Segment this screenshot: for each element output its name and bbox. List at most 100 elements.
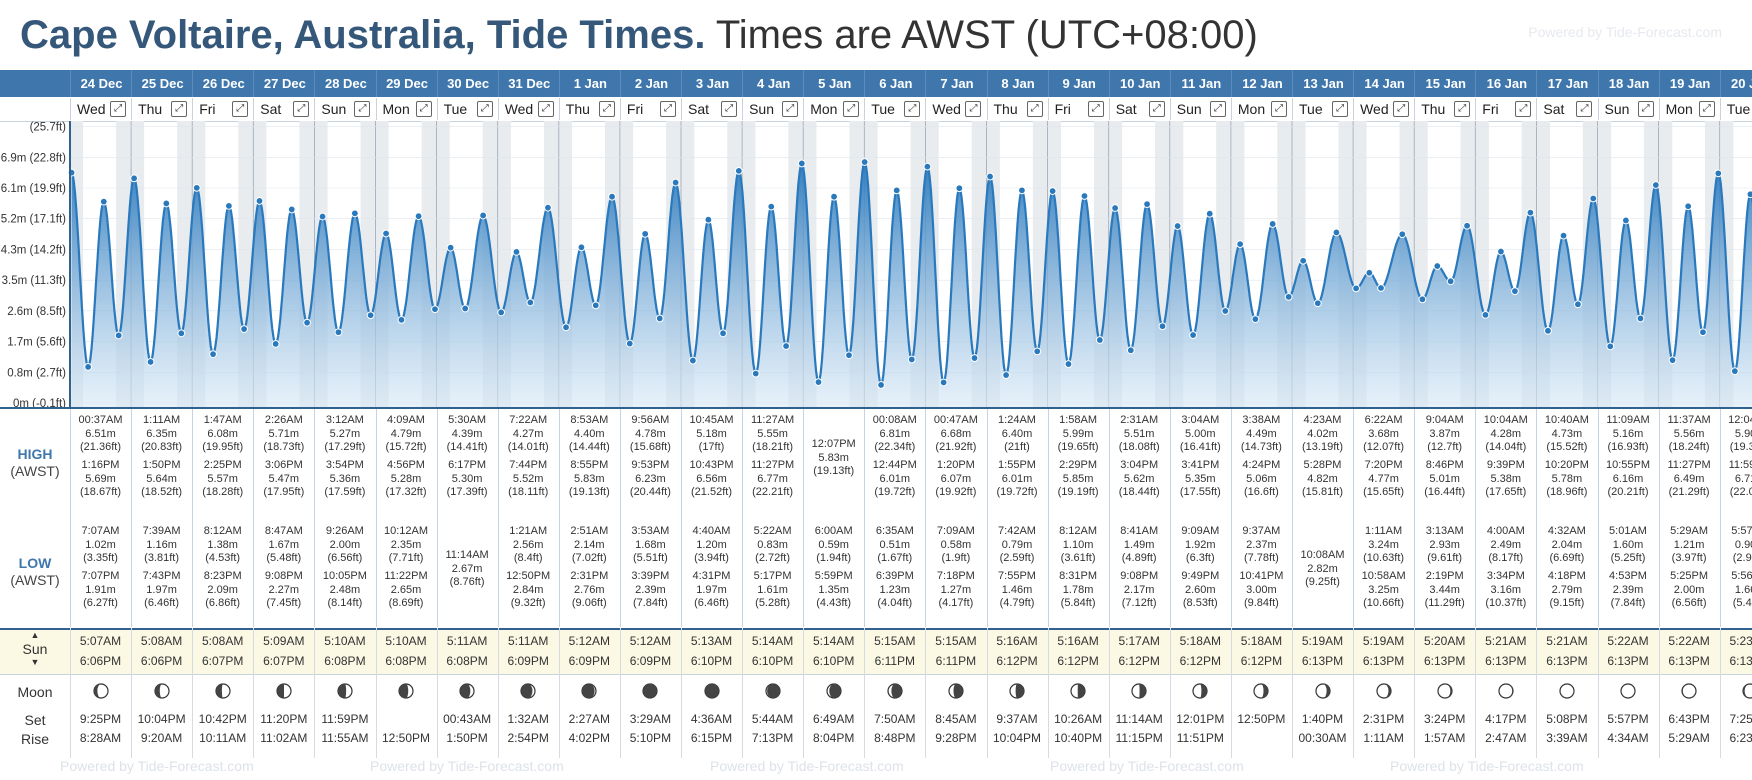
low-tide-point[interactable] bbox=[1158, 322, 1167, 331]
low-tide-point[interactable] bbox=[303, 318, 312, 327]
high-tide-point[interactable] bbox=[1714, 169, 1723, 178]
high-tide-point[interactable] bbox=[1463, 221, 1471, 230]
high-tide-point[interactable] bbox=[767, 202, 776, 211]
low-tide-point[interactable] bbox=[970, 354, 979, 362]
high-tide-point[interactable] bbox=[225, 202, 233, 210]
high-tide-point[interactable] bbox=[1497, 247, 1505, 256]
expand-icon[interactable]: ⤢ bbox=[1454, 101, 1471, 117]
high-tide-point[interactable] bbox=[512, 248, 521, 256]
low-tide-point[interactable] bbox=[1189, 331, 1197, 339]
expand-icon[interactable]: ⤢ bbox=[1332, 101, 1349, 117]
low-tide-point[interactable] bbox=[845, 351, 853, 360]
high-tide-point[interactable] bbox=[414, 212, 423, 221]
low-tide-point[interactable] bbox=[1064, 360, 1073, 368]
expand-icon[interactable]: ⤢ bbox=[110, 101, 127, 117]
low-tide-point[interactable] bbox=[271, 340, 280, 348]
low-tide-point[interactable] bbox=[1446, 277, 1455, 286]
expand-icon[interactable]: ⤢ bbox=[171, 101, 188, 117]
expand-icon[interactable]: ⤢ bbox=[293, 101, 310, 117]
high-tide-point[interactable] bbox=[734, 166, 743, 175]
low-tide-point[interactable] bbox=[209, 350, 217, 359]
low-tide-point[interactable] bbox=[431, 305, 439, 314]
high-tide-point[interactable] bbox=[608, 192, 616, 201]
low-tide-point[interactable] bbox=[240, 325, 248, 333]
low-tide-point[interactable] bbox=[1573, 300, 1582, 309]
high-tide-point[interactable] bbox=[1433, 262, 1442, 270]
high-tide-point[interactable] bbox=[192, 183, 201, 192]
expand-icon[interactable]: ⤢ bbox=[1026, 101, 1043, 117]
high-tide-point[interactable] bbox=[162, 199, 171, 208]
high-tide-point[interactable] bbox=[1018, 186, 1026, 195]
expand-icon[interactable]: ⤢ bbox=[1148, 101, 1165, 117]
low-tide-point[interactable] bbox=[84, 363, 93, 371]
high-tide-point[interactable] bbox=[287, 205, 296, 214]
high-tide-point[interactable] bbox=[1205, 209, 1214, 218]
high-tide-point[interactable] bbox=[641, 229, 650, 238]
low-tide-point[interactable] bbox=[1511, 287, 1519, 296]
high-tide-point[interactable] bbox=[1365, 268, 1374, 277]
low-tide-point[interactable] bbox=[1636, 314, 1645, 323]
high-tide-point[interactable] bbox=[830, 192, 838, 201]
high-tide-point[interactable] bbox=[255, 197, 264, 205]
low-tide-point[interactable] bbox=[146, 358, 155, 366]
high-tide-point[interactable] bbox=[577, 243, 586, 252]
low-tide-point[interactable] bbox=[397, 315, 406, 324]
expand-icon[interactable]: ⤢ bbox=[476, 101, 493, 117]
high-tide-point[interactable] bbox=[860, 158, 869, 166]
expand-icon[interactable]: ⤢ bbox=[354, 101, 371, 117]
high-tide-point[interactable] bbox=[1746, 190, 1752, 199]
high-tide-point[interactable] bbox=[1684, 202, 1693, 211]
low-tide-point[interactable] bbox=[1544, 326, 1552, 335]
high-tide-point[interactable] bbox=[544, 203, 552, 212]
high-tide-point[interactable] bbox=[1651, 181, 1660, 189]
low-tide-point[interactable] bbox=[688, 356, 697, 365]
high-tide-point[interactable] bbox=[479, 211, 488, 220]
expand-icon[interactable]: ⤢ bbox=[904, 101, 921, 117]
high-tide-point[interactable] bbox=[99, 197, 108, 206]
expand-icon[interactable]: ⤢ bbox=[537, 101, 554, 117]
high-tide-point[interactable] bbox=[797, 159, 806, 168]
high-tide-point[interactable] bbox=[1236, 240, 1245, 249]
low-tide-point[interactable] bbox=[1251, 315, 1260, 324]
high-tide-point[interactable] bbox=[671, 178, 680, 187]
expand-icon[interactable]: ⤢ bbox=[1637, 101, 1654, 117]
high-tide-point[interactable] bbox=[1111, 204, 1120, 212]
high-tide-point[interactable] bbox=[704, 215, 713, 224]
low-tide-point[interactable] bbox=[939, 378, 948, 387]
high-tide-point[interactable] bbox=[1299, 256, 1308, 265]
expand-icon[interactable]: ⤢ bbox=[232, 101, 249, 117]
expand-icon[interactable]: ⤢ bbox=[843, 101, 860, 117]
high-tide-point[interactable] bbox=[986, 172, 994, 181]
low-tide-point[interactable] bbox=[907, 355, 916, 364]
low-tide-point[interactable] bbox=[877, 381, 885, 389]
low-tide-point[interactable] bbox=[655, 314, 664, 323]
low-tide-point[interactable] bbox=[1221, 307, 1230, 315]
expand-icon[interactable]: ⤢ bbox=[1087, 101, 1104, 117]
low-tide-point[interactable] bbox=[1668, 356, 1677, 365]
low-tide-point[interactable] bbox=[177, 329, 186, 338]
low-tide-point[interactable] bbox=[782, 342, 791, 350]
low-tide-point[interactable] bbox=[1481, 310, 1490, 319]
expand-icon[interactable]: ⤢ bbox=[659, 101, 676, 117]
low-tide-point[interactable] bbox=[562, 323, 570, 332]
high-tide-point[interactable] bbox=[1526, 208, 1535, 217]
low-tide-point[interactable] bbox=[1284, 292, 1293, 301]
low-tide-point[interactable] bbox=[1418, 295, 1427, 304]
expand-icon[interactable]: ⤢ bbox=[1576, 101, 1593, 117]
expand-icon[interactable]: ⤢ bbox=[1270, 101, 1287, 117]
low-tide-point[interactable] bbox=[1313, 299, 1322, 308]
expand-icon[interactable]: ⤢ bbox=[782, 101, 799, 117]
high-tide-point[interactable] bbox=[1621, 216, 1630, 225]
expand-icon[interactable]: ⤢ bbox=[598, 101, 615, 117]
low-tide-point[interactable] bbox=[1377, 284, 1385, 292]
low-tide-point[interactable] bbox=[814, 378, 823, 387]
high-tide-point[interactable] bbox=[1332, 228, 1341, 237]
low-tide-point[interactable] bbox=[1730, 367, 1739, 376]
expand-icon[interactable]: ⤢ bbox=[1393, 101, 1410, 117]
low-tide-point[interactable] bbox=[1002, 371, 1011, 379]
expand-icon[interactable]: ⤢ bbox=[721, 101, 738, 117]
expand-icon[interactable]: ⤢ bbox=[1515, 101, 1532, 117]
high-tide-point[interactable] bbox=[1589, 194, 1598, 203]
low-tide-point[interactable] bbox=[1033, 347, 1042, 356]
low-tide-point[interactable] bbox=[1126, 346, 1135, 355]
